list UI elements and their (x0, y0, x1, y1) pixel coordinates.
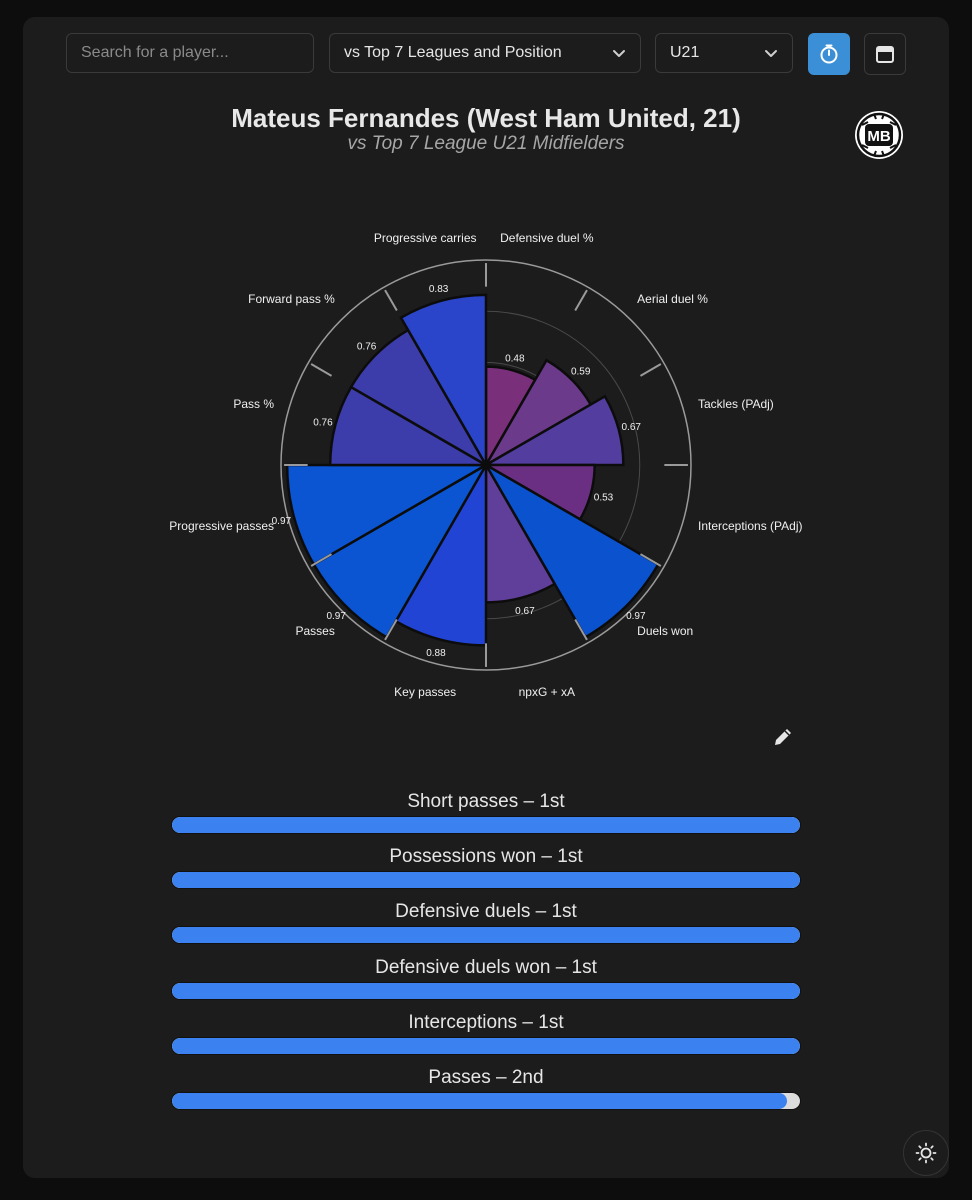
radar-value-labels: 0.48 0.59 0.67 0.53 0.97 0.67 0.88 0.97 0.97 0.76… (272, 284, 646, 659)
toolbar: vs Top 7 Leagues and Position U21 (23, 17, 949, 117)
radar-spoke-tick (310, 553, 333, 567)
radar-category-label: Defensive duel % (500, 231, 594, 245)
radar-bar[interactable] (394, 460, 488, 647)
ranking-bar-track (171, 816, 801, 834)
radar-category-label: Passes (295, 624, 334, 638)
player-title: Mateus Fernandes (West Ham United, 21) (231, 103, 741, 133)
ranking-bar-track (171, 926, 801, 945)
ranking-label: Possessions won – 1st (389, 846, 583, 868)
radar-value-label: 0.59 (571, 366, 591, 377)
ranking-list: Short passes – 1st Possessions won – 1st D… (171, 787, 801, 1118)
radar-bar[interactable] (481, 394, 625, 467)
radar-category-label: Duels won (637, 624, 693, 638)
ranking-row: Passes – 2nd (171, 1063, 801, 1118)
brand-logo: MB (855, 111, 903, 159)
ranking-bar-fill (172, 872, 800, 889)
age-group-select[interactable]: U21 (655, 33, 793, 73)
radar-bars (285, 293, 660, 647)
age-group-select-value: U21 (670, 44, 700, 61)
pencil-icon[interactable] (772, 726, 794, 748)
radar-spoke-tick (574, 618, 588, 641)
radar-category-label: Aerial duel % (637, 292, 708, 306)
ranking-row: Interceptions – 1st (171, 1008, 801, 1063)
ranking-row: Possessions won – 1st (171, 842, 801, 897)
ranking-bar-fill (172, 1037, 800, 1054)
radar-spokes (284, 263, 688, 667)
radar-value-label: 0.53 (594, 492, 614, 503)
timer-button[interactable] (808, 33, 850, 75)
radar-chart: Defensive duel % Aerial duel % Tackles (PA… (169, 231, 802, 699)
radar-spoke-tick (384, 618, 398, 641)
ranking-bar-track (171, 1036, 801, 1055)
main-card: vs Top 7 Leagues and Position U21 (23, 17, 949, 1178)
ranking-label: Interceptions – 1st (408, 1011, 564, 1033)
radar-bar[interactable] (285, 463, 491, 567)
radar-spoke-tick (384, 289, 398, 312)
radar-spoke-tick (639, 363, 662, 377)
logo-text: MB (867, 128, 890, 145)
comparison-subtitle: vs Top 7 League U21 Midfielders (347, 133, 625, 154)
calendar-button[interactable] (864, 33, 906, 75)
ranking-row: Short passes – 1st (171, 787, 801, 842)
calendar-icon (876, 46, 894, 63)
radar-category-label: Tackles (PAdj) (698, 397, 774, 411)
radar-value-label: 0.88 (426, 648, 446, 659)
ranking-bar-fill (172, 817, 800, 833)
radar-category-label: Key passes (394, 685, 456, 699)
radar-value-label: 0.83 (429, 284, 449, 295)
chevron-down-icon (613, 50, 625, 57)
radar-value-label: 0.97 (626, 611, 646, 622)
radar-spoke-tick (310, 363, 333, 377)
ranking-row: Defensive duels – 1st (171, 897, 801, 952)
ranking-bar-fill (172, 1092, 788, 1109)
player-search-input[interactable] (66, 33, 314, 73)
ranking-bar-track (171, 1091, 801, 1110)
ranking-bar-fill (172, 982, 800, 999)
radar-spoke-tick (574, 289, 588, 312)
ranking-label: Defensive duels won – 1st (375, 956, 597, 978)
radar-spoke-tick (639, 553, 662, 567)
radar-bar[interactable] (312, 461, 490, 639)
comparison-select-value: vs Top 7 Leagues and Position (344, 44, 562, 61)
radar-value-label: 0.97 (326, 611, 346, 622)
ranking-bar-track (171, 981, 801, 1000)
chevron-down-icon (765, 50, 777, 57)
radar-value-label: 0.97 (272, 516, 292, 527)
radar-category-label: Pass % (233, 397, 274, 411)
ranking-label: Passes – 2nd (428, 1066, 544, 1088)
radar-category-label: Progressive carries (374, 231, 477, 245)
ranking-label: Defensive duels – 1st (395, 901, 577, 923)
radar-value-label: 0.76 (357, 342, 377, 353)
ranking-bar-track (171, 871, 801, 890)
radar-category-labels: Defensive duel % Aerial duel % Tackles (PA… (169, 231, 802, 699)
stopwatch-icon (820, 44, 838, 64)
radar-category-label: Interceptions (PAdj) (698, 519, 803, 533)
comparison-select[interactable]: vs Top 7 Leagues and Position (329, 33, 641, 73)
radar-category-label: Forward pass % (248, 292, 335, 306)
radar-category-label: Progressive passes (169, 519, 274, 533)
radar-value-label: 0.48 (505, 353, 525, 364)
theme-toggle-button[interactable] (903, 1130, 949, 1176)
radar-value-label: 0.67 (515, 606, 535, 617)
radar-grid-ring (280, 259, 692, 671)
radar-category-label: npxG + xA (519, 685, 575, 699)
radar-value-label: 0.67 (621, 422, 641, 433)
ranking-label: Short passes – 1st (407, 791, 565, 812)
sun-icon (915, 1142, 937, 1164)
ranking-bar-fill (172, 927, 800, 944)
radar-bar[interactable] (399, 293, 488, 470)
ranking-row: Defensive duels won – 1st (171, 953, 801, 1008)
radar-bar[interactable] (482, 461, 660, 639)
radar-value-label: 0.76 (313, 417, 333, 428)
